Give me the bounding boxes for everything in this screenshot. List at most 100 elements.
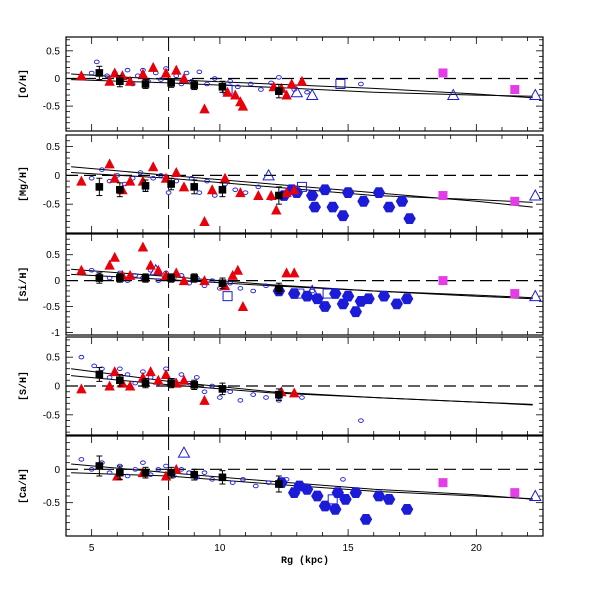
open-circle-point [211,76,218,81]
open-circle-point [209,383,216,389]
mean-binned-point [218,82,227,91]
red-triangle-point [137,68,149,79]
panel-plot-area [66,135,543,233]
open-circle-point [340,477,346,482]
open-circle-point [163,463,169,469]
red-triangle-point [253,190,264,201]
open-circle-point [263,283,269,289]
y-tick-label: 0.5 [46,353,60,364]
open-circle-point [227,280,233,286]
red-triangle-point [237,301,249,312]
filled-hexagon-point [359,514,373,525]
x-tick-label: 10 [214,543,226,554]
y-tick-label: 0.5 [46,142,60,153]
magenta-square-point [510,196,520,206]
open-circle-point [155,467,162,472]
mean-binned-point [95,274,104,282]
open-circle-point [106,470,113,475]
mean-binned-point [141,80,150,88]
open-circle-point [234,84,241,90]
red-triangle-point [76,383,87,394]
filled-hexagon-point [336,298,350,310]
open-circle-point [276,75,282,80]
red-triangle-point [271,204,282,215]
open-triangle-point [177,446,191,458]
mean-binned-point [95,69,104,77]
open-circle-point [304,90,310,95]
gradient-fit-line [71,166,533,208]
magenta-square-point [438,68,448,78]
mean-binned-point [167,468,175,477]
gradient-fit-line [71,73,533,99]
open-circle-point [201,470,208,475]
open-circle-point [155,278,162,283]
y-tick-label: -0.5 [43,102,61,113]
filled-hexagon-point [318,184,332,196]
filled-hexagon-point [349,306,362,318]
filled-hexagon-point [293,480,306,492]
open-circle-point [124,372,131,377]
open-triangle-point [528,289,542,302]
filled-hexagon-point [357,195,370,207]
red-triangle-point [281,187,292,198]
red-triangle-point [109,172,120,183]
magenta-square-point [510,289,520,299]
open-circle-point [201,389,208,395]
open-triangle-point [446,88,460,101]
open-circle-point [99,167,105,172]
mean-binned-point [275,390,283,399]
y-tick-label: -0.5 [43,302,61,313]
open-triangle-point [528,188,542,201]
open-circle-point [204,81,210,87]
mean-binned-point [167,274,175,282]
y-tick-label: 0 [54,465,60,476]
y-axis-label: [S/H] [18,371,30,401]
open-circle-point [183,70,190,76]
open-circle-point [132,467,139,472]
red-triangle-point [145,259,156,270]
open-circle-point [193,375,200,380]
y-tick-label: -0.5 [43,410,61,421]
open-circle-point [88,268,95,273]
y-axis-label: [Mg/H] [18,166,30,202]
red-triangle-point [160,67,172,78]
filled-hexagon-point [372,187,386,198]
filled-hexagon-point [336,210,350,222]
open-circle-point [117,366,123,371]
red-triangle-point [222,86,233,97]
y-axis-label: [Ca/H] [18,468,30,504]
open-circle-point [217,395,223,400]
y-tick-label: 0 [54,171,60,182]
gradient-model-line [71,172,533,203]
mean-binned-point [218,185,227,194]
x-tick-label: 20 [471,543,483,554]
gradient-model-line [71,273,533,299]
open-triangle-point [305,88,319,101]
panel-3: 0.5 0 -0.5 -1 [Si/H] [18,233,544,339]
red-triangle-point [178,181,190,192]
red-triangle-point [124,269,136,280]
y-tick-label: -0.5 [43,498,61,509]
red-triangle-point [199,103,210,114]
open-circle-point [78,354,85,360]
y-tick-label: -0.5 [43,200,61,211]
red-triangle-point [104,380,115,391]
open-circle-point [252,483,259,489]
open-circle-point [265,480,272,485]
open-circle-point [106,275,113,281]
red-triangle-point [199,275,210,286]
red-triangle-point [160,368,172,379]
red-triangle-point [124,380,136,391]
red-triangle-point [137,241,149,252]
red-triangle-point [109,366,120,377]
mean-binned-point [95,183,104,191]
open-circle-point [258,87,264,92]
filled-hexagon-point [349,487,362,498]
magenta-square-point [510,488,520,498]
mean-binned-point [141,468,150,477]
red-triangle-point [104,158,115,169]
filled-hexagon-point [400,504,414,515]
open-circle-point [209,278,216,283]
panel-2: 0.5 0 -0.5 [Mg/H] [18,134,544,234]
filled-hexagon-point [329,288,342,299]
